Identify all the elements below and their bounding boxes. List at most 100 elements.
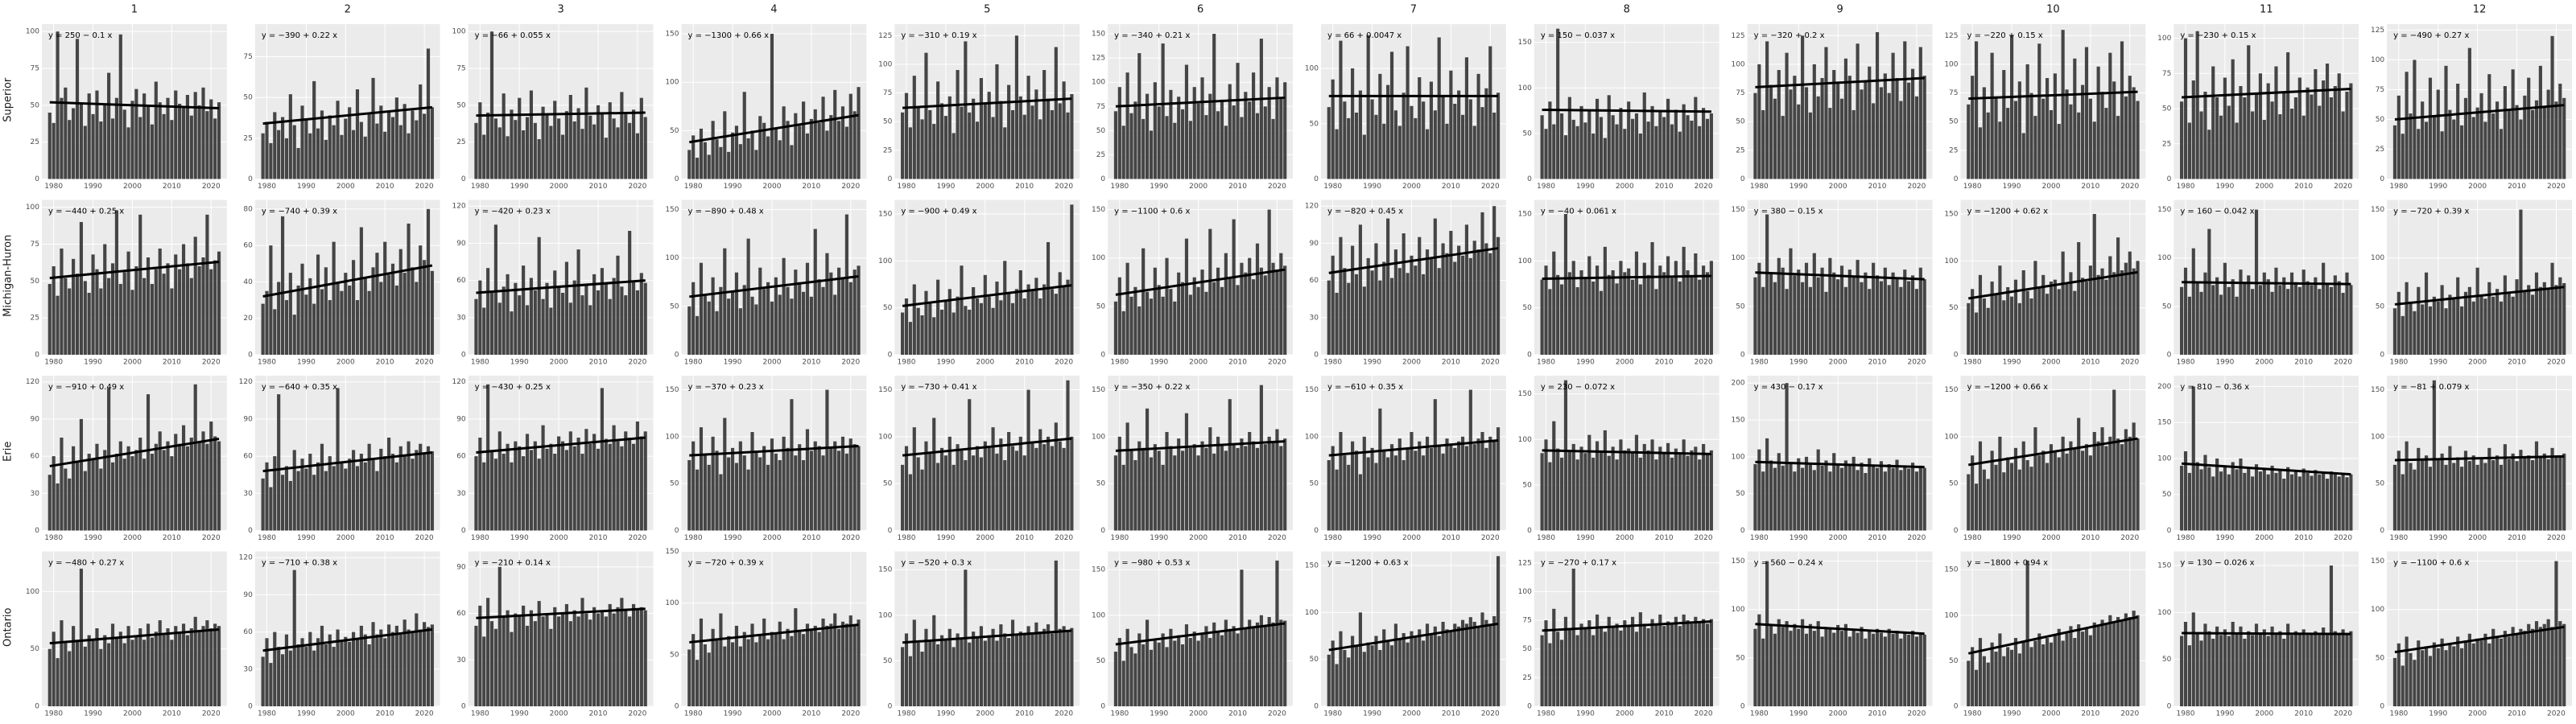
bar	[265, 462, 269, 531]
bar	[1445, 438, 1449, 531]
bar	[489, 31, 494, 179]
bar	[1149, 649, 1154, 706]
bar	[1275, 269, 1279, 355]
bar	[1753, 93, 1757, 179]
bar	[1358, 224, 1362, 355]
bar	[1982, 298, 1986, 355]
bar	[1793, 275, 1797, 355]
x-tick-label: 2000	[1402, 710, 1421, 718]
bar	[2219, 471, 2223, 531]
bar	[837, 450, 841, 531]
bar	[1457, 245, 1461, 355]
y-tick-label: 90	[456, 240, 466, 248]
bar	[193, 92, 197, 179]
bar	[2558, 457, 2562, 531]
bar	[1682, 614, 1686, 706]
x-tick-label: 2000	[1829, 710, 1847, 718]
bar	[1208, 93, 1212, 179]
bar	[316, 254, 320, 355]
bar	[1650, 619, 1654, 706]
equation: y = 230 − 0.072 x	[1541, 383, 1615, 392]
bar	[1030, 290, 1034, 355]
bar	[1216, 631, 1220, 706]
row-label: Ontario	[2, 607, 14, 646]
bar	[2120, 444, 2124, 531]
bar	[1192, 631, 1196, 706]
bar	[2550, 447, 2554, 531]
bar	[2219, 115, 2223, 179]
trend-line	[1968, 90, 2138, 101]
bar	[2405, 72, 2409, 179]
bar	[2341, 293, 2345, 355]
bar	[1441, 96, 1445, 179]
y-tick-label: 100	[26, 28, 39, 36]
bar	[1370, 270, 1374, 355]
bar	[560, 134, 565, 179]
bar	[928, 109, 932, 179]
bar	[564, 450, 568, 531]
bar	[1393, 110, 1397, 179]
bar	[138, 214, 142, 355]
bar	[1488, 46, 1492, 179]
bar	[1453, 261, 1457, 355]
bar	[2017, 469, 2021, 531]
bar	[2523, 631, 2527, 706]
bar	[2274, 633, 2278, 706]
bar	[1347, 464, 1351, 531]
bar	[2231, 622, 2235, 706]
bar	[411, 267, 415, 355]
bar	[1335, 293, 1339, 355]
bar	[1634, 251, 1639, 355]
y-tick-label: 100	[1731, 254, 1744, 262]
bar	[1879, 461, 1884, 531]
bar	[2318, 105, 2322, 179]
bar	[691, 441, 696, 531]
bar	[1548, 643, 1552, 706]
bar	[2456, 277, 2460, 355]
bar	[711, 628, 715, 706]
bar	[960, 450, 964, 531]
trend-line	[1115, 622, 1286, 646]
y-tick-label: 75	[2376, 86, 2384, 94]
bar	[943, 640, 947, 706]
bar	[844, 126, 848, 179]
bar	[1492, 206, 1496, 355]
y-tick-label: 150	[2157, 206, 2171, 214]
bar	[2289, 272, 2294, 355]
bar	[1922, 467, 1926, 531]
bar	[1899, 286, 1903, 355]
bar	[2195, 633, 2199, 706]
bar	[1488, 253, 1492, 355]
bar	[2503, 444, 2507, 531]
bar	[1433, 626, 1437, 706]
bar	[2546, 89, 2550, 179]
x-tick-label: 1980	[1750, 710, 1769, 718]
bar	[1188, 121, 1192, 179]
bar	[2029, 93, 2033, 179]
bar	[2061, 640, 2065, 706]
bar	[1449, 231, 1453, 355]
bar	[924, 290, 928, 355]
bar	[809, 628, 813, 706]
bar	[79, 102, 83, 179]
x-tick-label: 1990	[724, 183, 742, 191]
bar	[612, 118, 616, 179]
bar	[964, 41, 968, 179]
bar	[514, 613, 518, 706]
bar	[1820, 636, 1824, 706]
bar	[522, 456, 526, 531]
bar	[2496, 101, 2500, 179]
bar	[103, 450, 107, 531]
y-tick-label: 50	[1310, 656, 1319, 664]
bar	[2392, 657, 2397, 706]
bar	[193, 384, 197, 531]
bar	[1797, 628, 1801, 706]
bar	[1777, 453, 1781, 531]
bar	[592, 607, 597, 706]
x-tick-label: 1980	[684, 359, 703, 367]
bar	[1698, 125, 1702, 179]
bar	[1914, 96, 1919, 179]
x-tick-label: 1980	[1110, 183, 1129, 191]
bar	[2049, 109, 2054, 179]
x-tick-label: 2010	[376, 534, 394, 542]
